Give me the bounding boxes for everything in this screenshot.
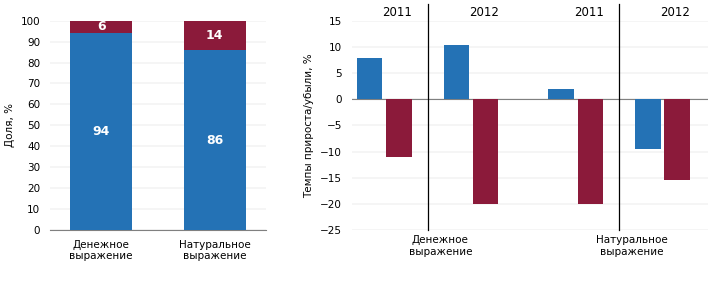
Bar — [70, 21, 132, 33]
Text: 2012: 2012 — [469, 6, 498, 19]
Text: 2011: 2011 — [573, 6, 603, 19]
Bar — [578, 99, 603, 204]
Bar — [635, 99, 661, 149]
Text: 2012: 2012 — [661, 6, 690, 19]
Bar — [357, 58, 383, 99]
Text: 94: 94 — [92, 125, 110, 138]
Bar — [184, 21, 246, 50]
Bar — [443, 45, 469, 99]
Bar — [70, 33, 132, 230]
Text: 86: 86 — [206, 134, 223, 147]
Bar — [548, 89, 574, 99]
Text: Натуральное
выражение: Натуральное выражение — [596, 235, 668, 257]
Bar — [664, 99, 690, 180]
Text: 6: 6 — [97, 20, 106, 33]
Y-axis label: Доля, %: Доля, % — [5, 103, 15, 148]
Text: 2011: 2011 — [382, 6, 412, 19]
Text: 14: 14 — [206, 29, 224, 42]
Bar — [386, 99, 412, 157]
Text: Денежное
выражение: Денежное выражение — [408, 235, 472, 257]
Y-axis label: Темпы прироста/убыли, %: Темпы прироста/убыли, % — [305, 53, 315, 198]
Bar — [473, 99, 498, 204]
Bar — [184, 50, 246, 230]
